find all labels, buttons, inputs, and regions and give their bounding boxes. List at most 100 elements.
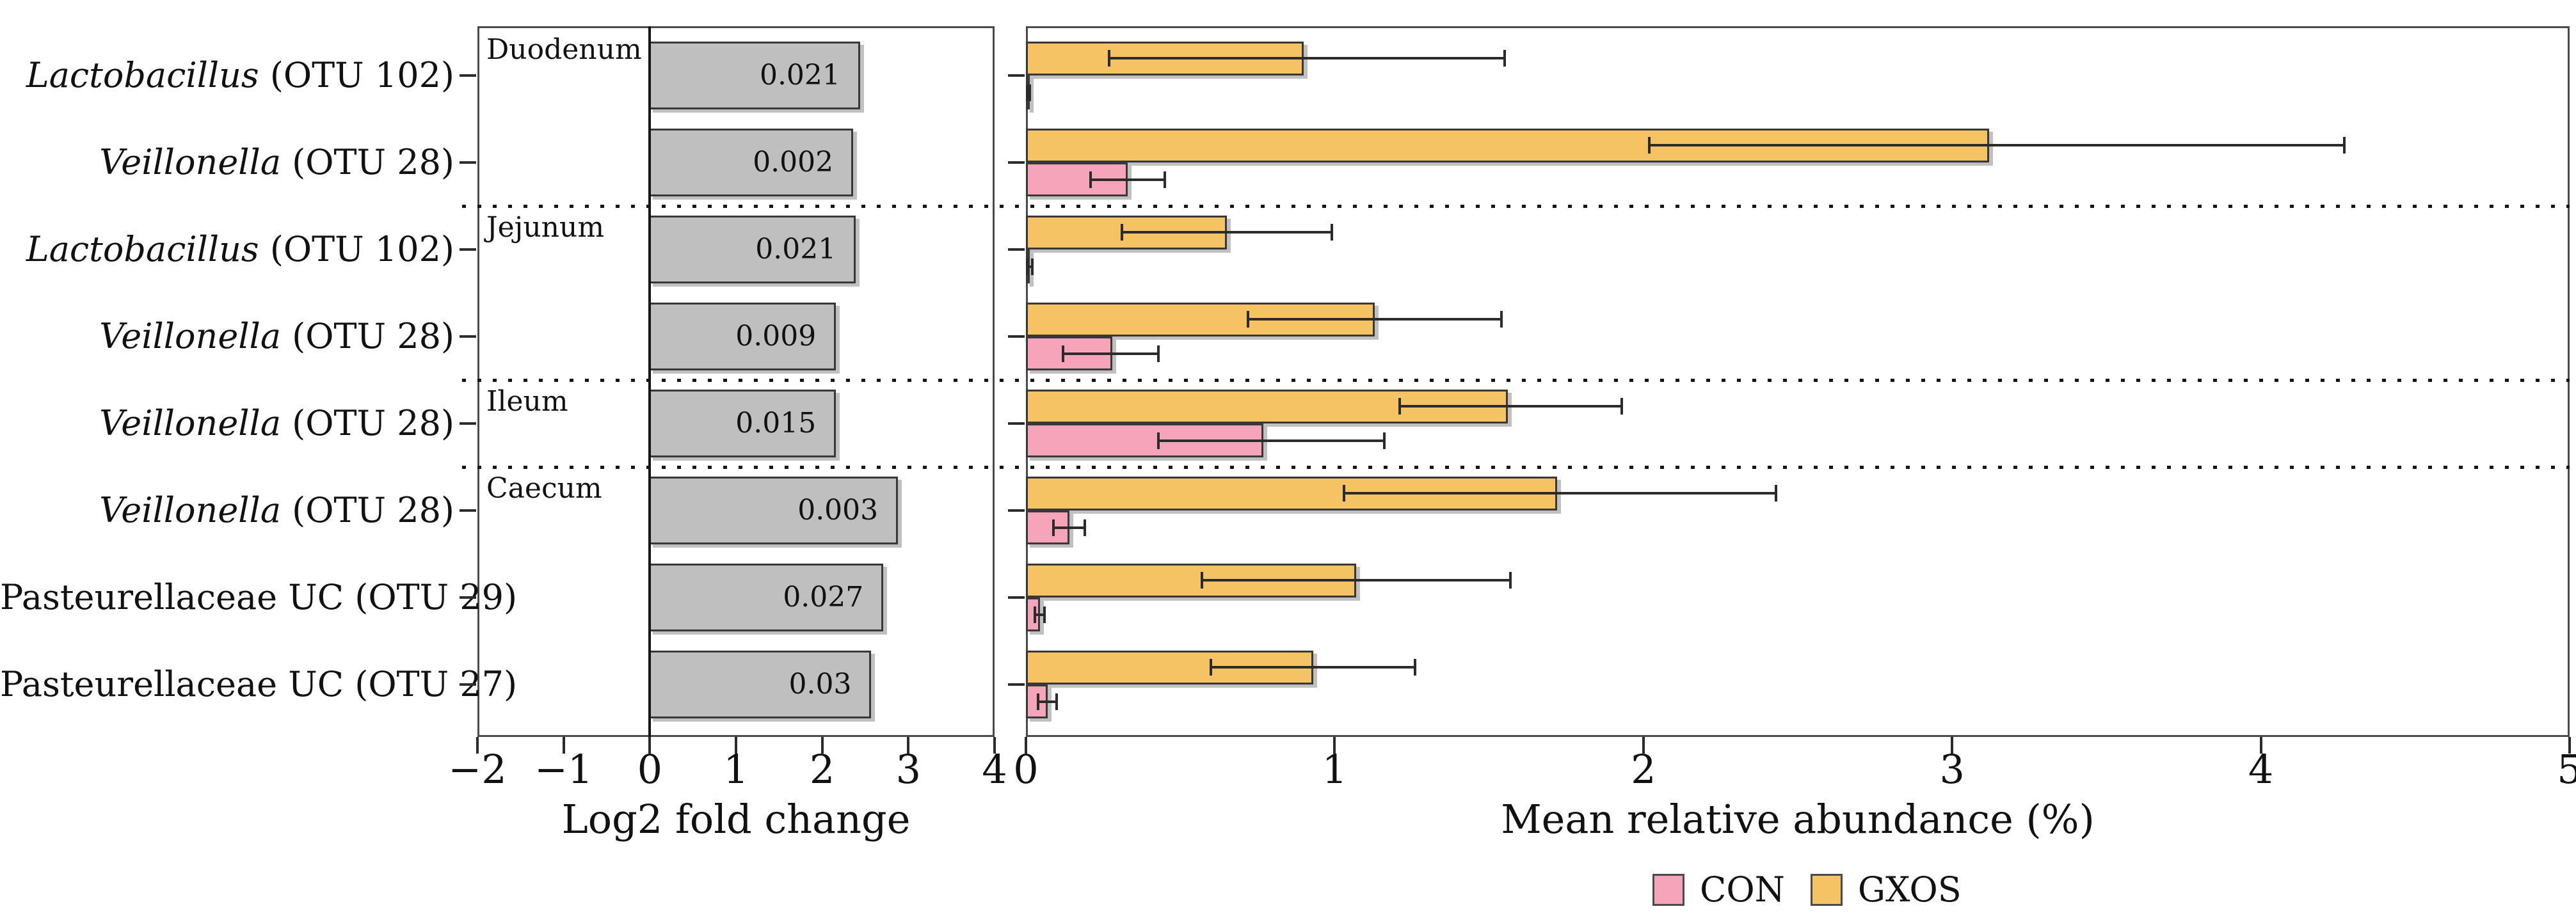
row-label: Pasteurellaceae UC (OTU 29) [0,577,518,617]
x-tick [562,737,565,754]
log2-fold-change-bar [649,390,836,457]
section-separator [462,379,2570,382]
p-value-label: 0.027 [783,581,864,613]
x-tick-label: 1 [723,746,749,793]
error-bar-cap [1500,311,1503,328]
row-label: Lactobacillus (OTU 102) [26,229,454,269]
error-bar-cap [1028,84,1031,101]
x-tick-label: 4 [982,746,1007,793]
y-tick [1008,683,1025,686]
x-tick-label: 5 [2557,746,2576,793]
x-tick-label: 1 [1322,746,1348,793]
section-label: Jejunum [486,211,605,244]
error-bar-cap [1200,572,1203,589]
y-tick [1008,161,1025,164]
y-tick [460,683,476,686]
p-value-label: 0.03 [788,668,852,700]
error-bar-cap [1210,659,1213,676]
y-tick [1008,74,1025,77]
error-bar-cap [1382,432,1386,449]
error-bar-cap [1157,432,1160,449]
legend-label: CON [1700,869,1785,910]
taxon-name: Lactobacillus [26,229,259,269]
error-bar [1248,318,1501,321]
error-bar-cap [2342,137,2346,154]
error-bar-cap [1157,345,1160,362]
y-tick [460,248,476,251]
error-bar-cap [1026,258,1028,275]
taxon-name: Lactobacillus [26,55,259,95]
p-value-label: 0.021 [755,233,836,265]
error-bar [1649,144,2344,146]
x-tick [1951,737,1954,754]
error-bar-cap [1775,485,1778,502]
row-label: Veillonella (OTU 28) [99,316,454,356]
error-bar-cap [1055,693,1059,710]
x-tick-label: 2 [1631,746,1656,793]
x-tick [2259,737,2262,754]
x-tick-label: 3 [1939,746,1965,793]
error-bar [1027,265,1032,268]
legend-swatch-con [1652,874,1684,906]
y-tick [1008,248,1025,251]
x-tick-label: 4 [2248,746,2274,793]
row-label: Veillonella (OTU 28) [99,490,454,530]
x-tick [907,737,910,754]
log2-fold-change-bar [649,216,856,283]
x-tick-label: −2 [448,746,507,793]
error-bar-cap [1089,171,1092,188]
legend-item-gxos: GXOS [1810,873,1962,907]
x-tick [2568,737,2571,754]
error-bar-cap [1026,84,1028,101]
x-tick [1333,737,1336,754]
error-bar [1201,579,1511,582]
log2-fold-change-bar [649,477,899,544]
error-bar [1109,57,1505,59]
error-bar [1211,666,1415,669]
y-tick [460,422,476,425]
error-bar [1399,405,1622,408]
error-bar [1062,352,1159,355]
error-bar [1121,231,1332,233]
x-tick [993,737,996,754]
section-separator [462,466,2570,469]
log2-fold-change-bar [649,42,860,109]
legend-item-con: CON [1652,873,1785,907]
y-tick [460,161,476,164]
gxos-bar [1026,303,1375,336]
error-bar-cap [1648,137,1651,154]
p-value-label: 0.003 [797,494,879,526]
y-tick [1008,596,1025,599]
taxon-name: Veillonella [99,316,282,356]
x-tick-label: 3 [895,746,922,793]
error-bar [1035,613,1044,616]
x-tick [1642,737,1645,754]
y-tick [1008,509,1025,512]
legend: CON GXOS [1652,873,1962,907]
error-bar [1091,178,1165,181]
right-axis-title: Mean relative abundance (%) [1501,796,2095,843]
y-tick [1008,422,1025,425]
error-bar-cap [1052,519,1055,536]
error-bar [1158,439,1384,442]
p-value-label: 0.002 [753,146,834,178]
section-label: Caecum [486,472,602,505]
y-tick [460,596,476,599]
taxon-name: Pasteurellaceae UC [0,577,344,617]
p-value-label: 0.009 [735,320,817,352]
x-tick-label: 0 [1013,746,1039,793]
p-value-label: 0.021 [759,59,840,91]
x-tick [820,737,824,754]
x-tick-label: 0 [637,746,663,793]
p-value-label: 0.015 [735,407,817,439]
log2-fold-change-bar [649,651,872,718]
taxon-name: Veillonella [99,142,282,182]
error-bar-cap [1108,50,1111,67]
left-axis-title: Log2 fold change [561,796,911,843]
error-bar-cap [1120,224,1123,241]
legend-swatch-gxos [1810,874,1843,906]
error-bar-cap [1503,50,1506,67]
error-bar-cap [1413,659,1416,676]
error-bar-cap [1342,485,1345,502]
